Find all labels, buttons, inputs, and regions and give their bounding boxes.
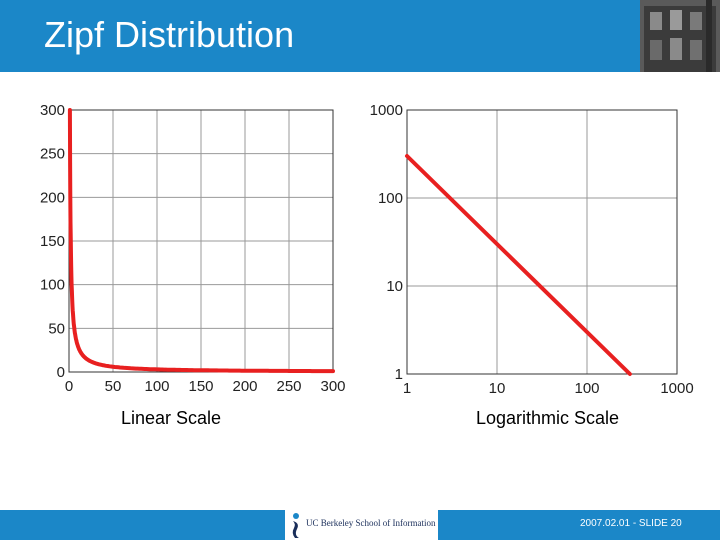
log-scale-chart: 1 10 100 1000 1 10 100 1000 [370, 102, 694, 397]
x-tick-label: 0 [65, 378, 73, 395]
linear-scale-caption: Linear Scale [121, 408, 222, 428]
x-tick-label: 50 [105, 378, 122, 395]
y-tick-label: 150 [40, 233, 65, 250]
y-tick-label: 0 [57, 364, 65, 381]
series-line-0 [67, 108, 335, 374]
log-scale-caption: Logarithmic Scale [476, 408, 620, 428]
y-tick-label: 300 [40, 102, 65, 119]
y-tick-label: 200 [40, 189, 65, 206]
x-tick-label: 10 [489, 380, 506, 397]
linear-scale-chart: 0 50 100 150 200 250 300 0 50 100 150 200 250 300 [40, 102, 346, 395]
y-tick-label: 10 [386, 278, 403, 295]
series-line-0 [405, 154, 632, 376]
y-tick-label: 1000 [370, 102, 403, 119]
y-tick-label: 1 [395, 366, 403, 383]
x-tick-label: 100 [144, 378, 169, 395]
x-tick-label: 1000 [660, 380, 693, 397]
x-tick-label: 200 [232, 378, 257, 395]
y-tick-label: 50 [48, 320, 65, 337]
plot-area-1 [407, 110, 677, 374]
y-tick-label: 250 [40, 146, 65, 163]
x-tick-label: 300 [320, 378, 345, 395]
building-photo [640, 0, 720, 72]
slide-number: 2007.02.01 - SLIDE 20 [580, 518, 682, 529]
x-tick-label: 150 [188, 378, 213, 395]
footer-logo-text: UC Berkeley School of Information [306, 518, 436, 528]
x-tick-label: 100 [574, 380, 599, 397]
ischool-logo-icon [292, 513, 299, 538]
logo-box [285, 510, 438, 540]
title-bar [0, 0, 720, 72]
x-tick-label: 250 [276, 378, 301, 395]
x-tick-label: 1 [403, 380, 411, 397]
y-tick-label: 100 [378, 190, 403, 207]
plot-frame [406, 109, 678, 375]
y-tick-label: 100 [40, 277, 65, 294]
slide-title: Zipf Distribution [44, 14, 295, 55]
